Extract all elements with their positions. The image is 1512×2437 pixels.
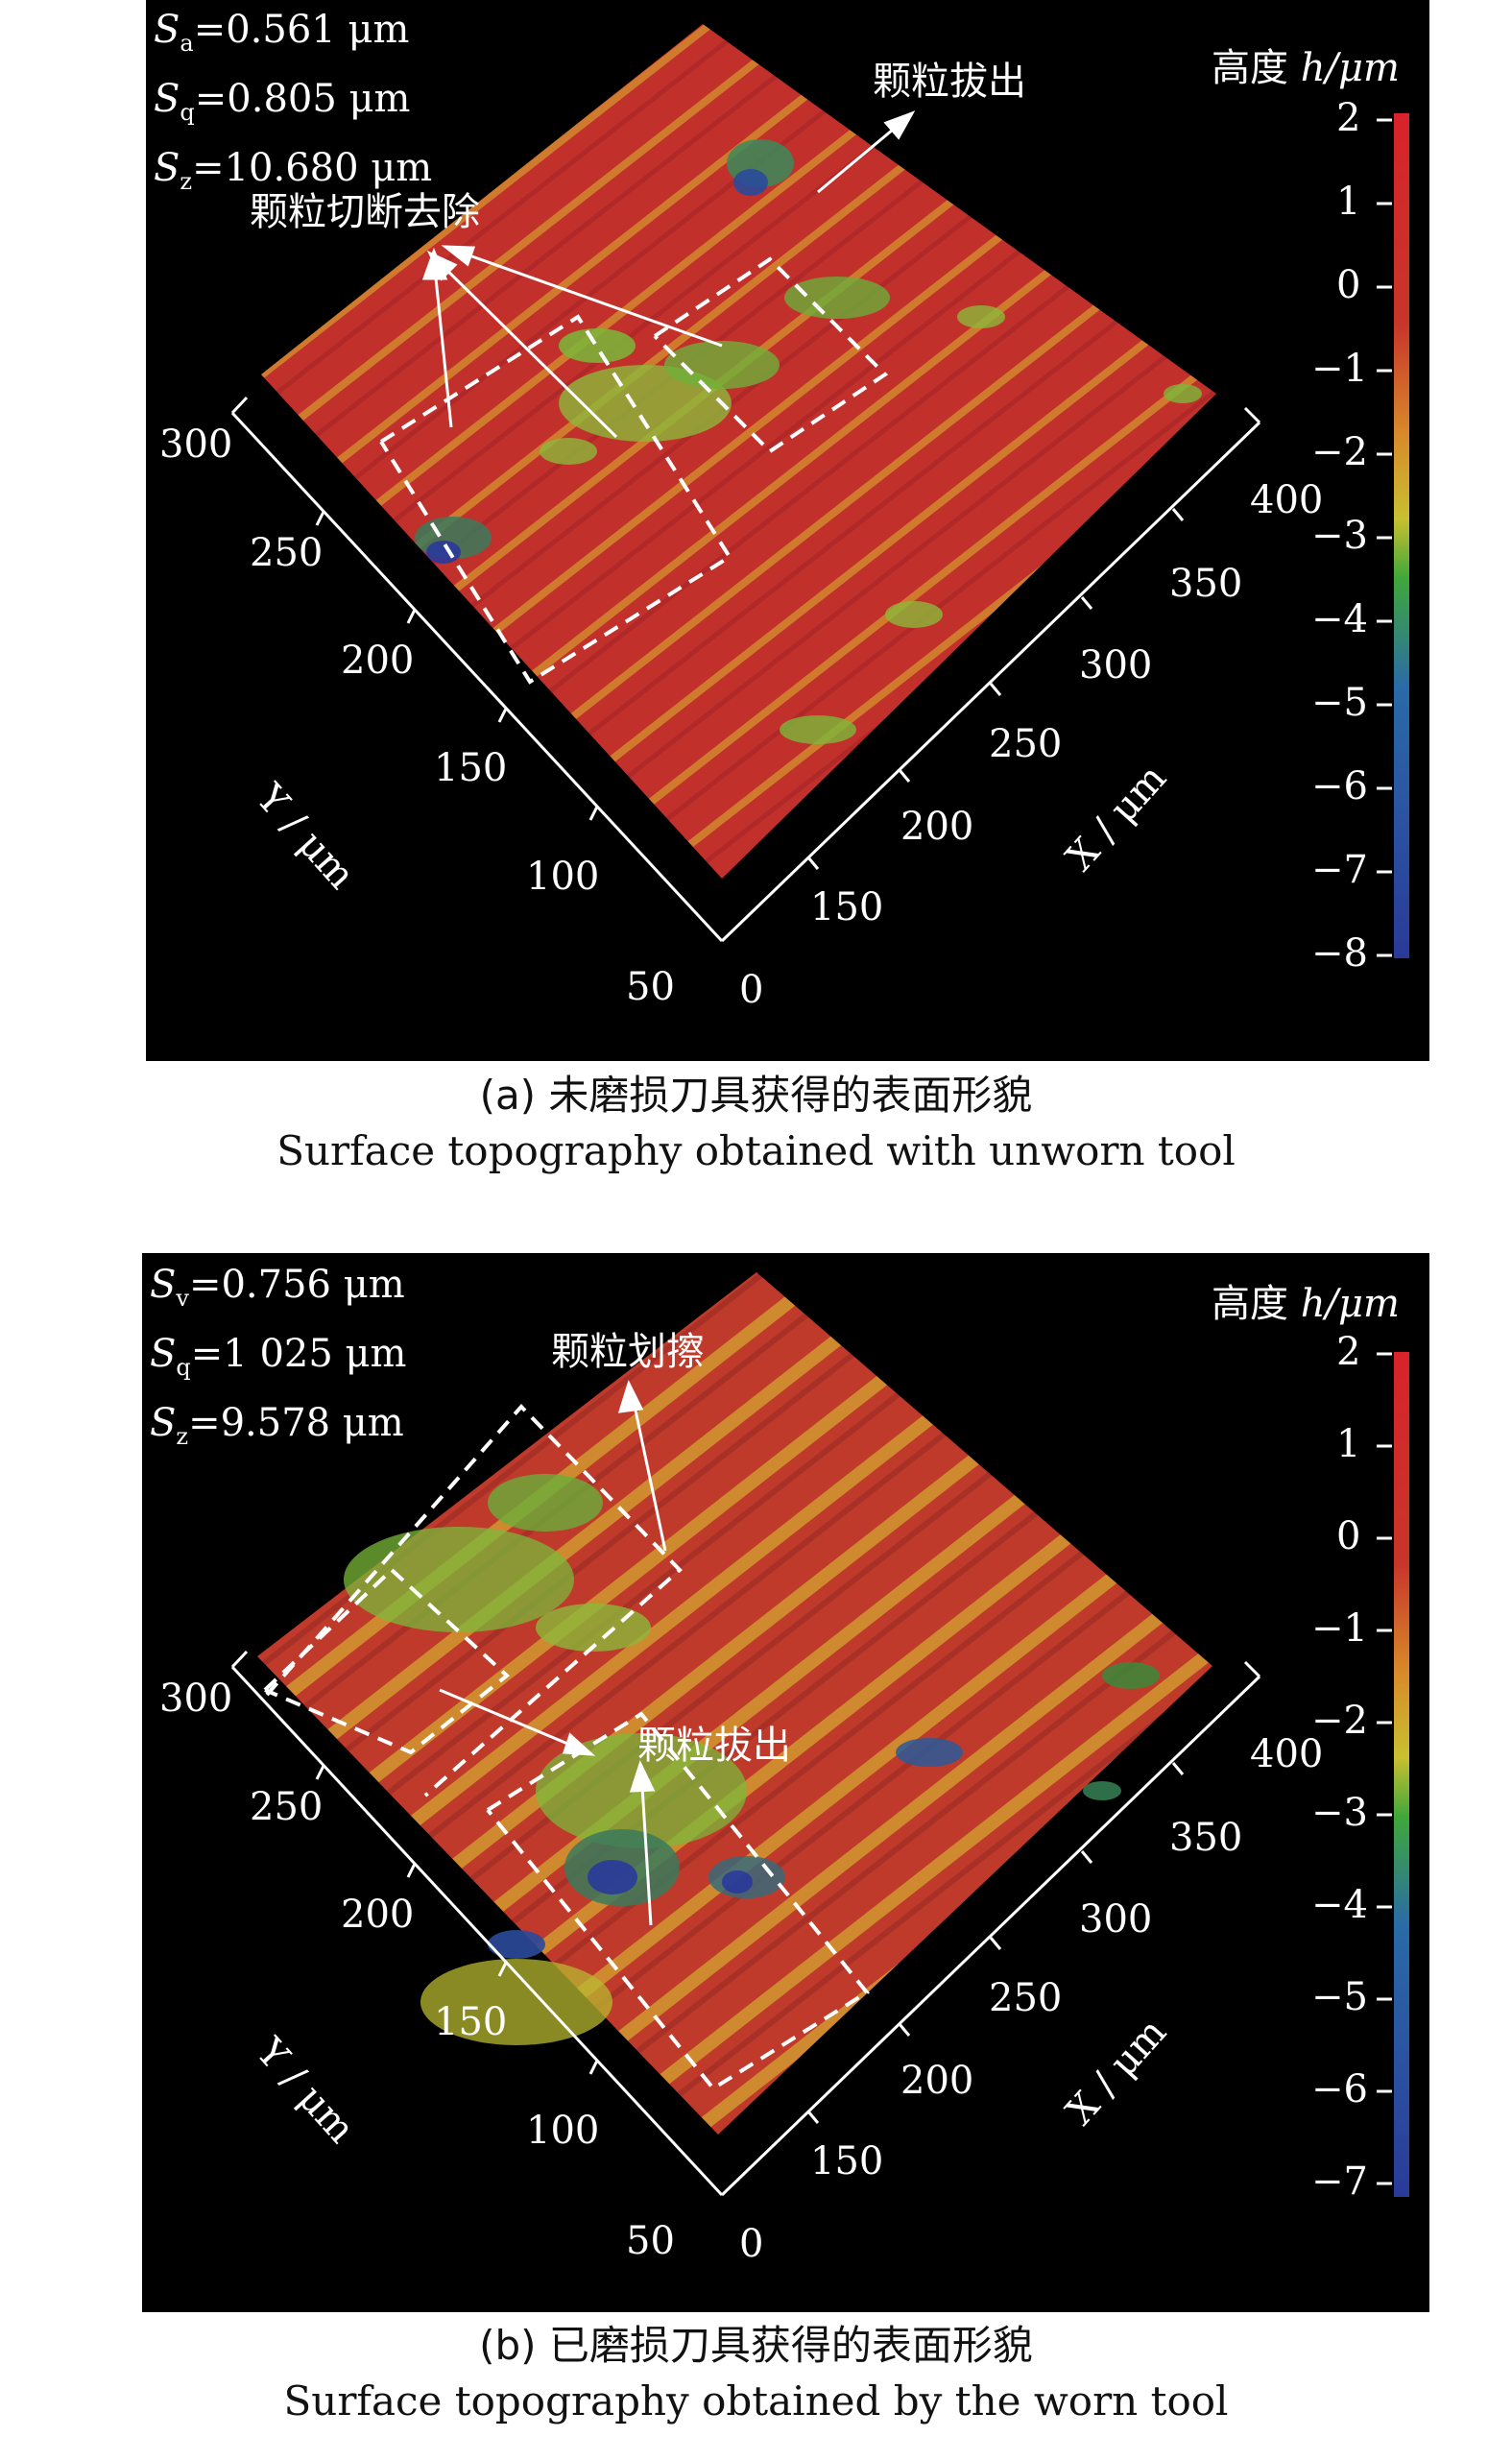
- x-tick: 200: [900, 805, 974, 849]
- colorbar-a: [1394, 113, 1409, 958]
- axes-b: [230, 1650, 1261, 2197]
- y-tick: 250: [250, 531, 324, 575]
- roughness-stats-a: Sa=0.561 μm Sq=0.805 μm Sz=10.680 μm: [154, 2, 432, 209]
- cb-tick: 2: [1336, 96, 1361, 140]
- x-tick: 400: [1250, 478, 1324, 522]
- colorbar-title-b: 高度 h/μm: [1212, 1282, 1400, 1326]
- x-tick: 0: [739, 2222, 764, 2266]
- x-tick: 350: [1169, 562, 1243, 606]
- y-tick: 50: [626, 965, 675, 1009]
- cb-tick: −2: [1311, 430, 1368, 474]
- annotation-arrows-b: [439, 1379, 667, 1926]
- cb-tick: −2: [1311, 1699, 1368, 1743]
- particle-patches-b: [344, 1474, 1160, 2045]
- x-tick: 0: [739, 968, 764, 1012]
- caption-a: (a) 未磨损刀具获得的表面形貌 Surface topography obta…: [0, 1068, 1512, 1179]
- cb-tick: −3: [1311, 514, 1368, 558]
- dashed-region-b3: [486, 1711, 870, 2091]
- x-tick: 250: [989, 1976, 1063, 2020]
- cb-tick: 1: [1336, 1422, 1361, 1466]
- cb-tick: −1: [1311, 1606, 1368, 1651]
- y-tick: 200: [341, 1893, 415, 1937]
- caption-a-en: Surface topography obtained with unworn …: [276, 1127, 1236, 1174]
- cb-tick: −4: [1311, 1883, 1368, 1927]
- caption-b: (b) 已磨损刀具获得的表面形貌 Surface topography obta…: [0, 2318, 1512, 2429]
- caption-b-cn: (b) 已磨损刀具获得的表面形貌: [479, 2322, 1033, 2369]
- cb-tick: 2: [1336, 1330, 1361, 1374]
- annotation-pullout-b: 颗粒拔出: [637, 1724, 791, 1768]
- x-tick: 300: [1079, 1897, 1153, 1942]
- x-tick: 250: [989, 722, 1063, 766]
- stat-row: Sq=1 025 μm: [150, 1332, 407, 1381]
- annotation-arrows-a: [421, 110, 916, 439]
- colorbar-ticks-b: [1377, 1352, 1392, 2185]
- stat-row: Sa=0.561 μm: [154, 8, 410, 57]
- y-tick: 300: [159, 422, 233, 467]
- topography-figure-a: Sa=0.561 μm Sq=0.805 μm Sz=10.680 μm 颗粒切…: [146, 0, 1429, 1061]
- cb-tick: −5: [1311, 1975, 1368, 2019]
- annotation-pullout: 颗粒拔出: [873, 60, 1026, 104]
- y-tick: 100: [526, 855, 600, 899]
- cb-tick: 1: [1336, 180, 1361, 224]
- surface-plot-a: [230, 24, 1409, 958]
- cb-tick: −8: [1311, 931, 1368, 976]
- x-tick: 150: [810, 885, 884, 929]
- y-tick: 100: [526, 2109, 600, 2153]
- cb-tick: −1: [1311, 347, 1368, 391]
- y-tick: 300: [159, 1677, 233, 1721]
- cb-tick: 0: [1336, 1514, 1361, 1558]
- cb-tick: −5: [1311, 681, 1368, 725]
- cb-tick: −4: [1311, 597, 1368, 641]
- annotation-scratch: 颗粒划擦: [551, 1330, 705, 1374]
- dashed-region-b1: [263, 1567, 511, 1755]
- dashed-region-b2: [265, 1404, 683, 1798]
- annotation-cut-removal: 颗粒切断去除: [250, 190, 480, 234]
- x-tick: 400: [1250, 1732, 1324, 1776]
- dashed-region-a2: [653, 256, 889, 454]
- axes-a: [230, 396, 1261, 943]
- x-tick: 150: [810, 2139, 884, 2184]
- cb-tick: 0: [1336, 263, 1361, 307]
- stat-row: Sz=9.578 μm: [150, 1401, 404, 1450]
- stat-row: Sv=0.756 μm: [150, 1263, 405, 1312]
- colorbar-ticks-a: [1377, 118, 1392, 957]
- dashed-region-a1: [379, 314, 732, 685]
- stat-row: Sz=10.680 μm: [154, 146, 433, 195]
- cb-tick: −3: [1311, 1791, 1368, 1835]
- colorbar-b: [1394, 1352, 1409, 2197]
- y-tick: 150: [434, 2000, 508, 2044]
- surface-plot-b: [230, 1272, 1409, 2197]
- cb-tick: −7: [1311, 848, 1368, 892]
- x-tick: 350: [1169, 1816, 1243, 1860]
- caption-a-cn: (a) 未磨损刀具获得的表面形貌: [479, 1072, 1033, 1119]
- stat-row: Sq=0.805 μm: [154, 77, 411, 126]
- y-tick: 200: [341, 639, 415, 683]
- y-tick: 50: [626, 2219, 675, 2263]
- cb-tick: −7: [1311, 2160, 1368, 2204]
- cb-tick: −6: [1311, 2067, 1368, 2111]
- y-tick: 150: [434, 746, 508, 790]
- cb-tick: −6: [1311, 764, 1368, 808]
- y-tick: 250: [250, 1785, 324, 1829]
- roughness-stats-b: Sv=0.756 μm Sq=1 025 μm Sz=9.578 μm: [150, 1257, 406, 1464]
- x-tick: 300: [1079, 643, 1153, 688]
- x-tick: 200: [900, 2059, 974, 2103]
- topography-figure-b: Sv=0.756 μm Sq=1 025 μm Sz=9.578 μm 颗粒划擦…: [142, 1253, 1429, 2312]
- surface-a: [261, 24, 1216, 879]
- colorbar-title-a: 高度 h/μm: [1212, 46, 1400, 90]
- caption-b-en: Surface topography obtained by the worn …: [283, 2377, 1229, 2425]
